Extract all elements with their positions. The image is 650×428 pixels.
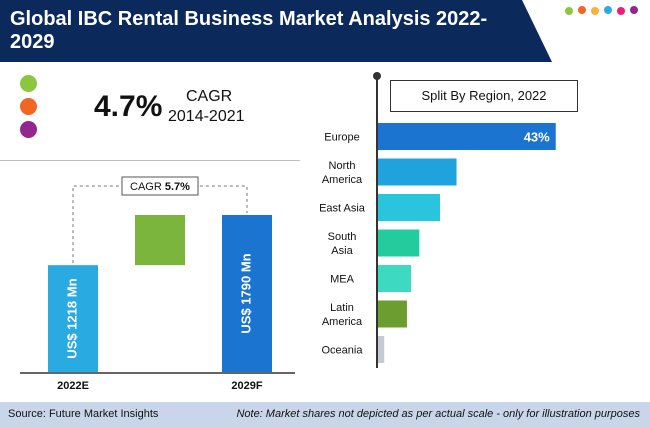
region-bar xyxy=(378,265,412,292)
increment-bar xyxy=(135,215,185,266)
header: Global IBC Rental Business Market Analys… xyxy=(0,0,650,62)
footer-source: Source: Future Market Insights xyxy=(8,408,159,420)
region-label: Latin America xyxy=(322,302,363,328)
fmi-logo: fmi xyxy=(565,6,638,51)
legend-dot-orange xyxy=(20,98,37,115)
region-bar xyxy=(378,158,457,186)
region-bar xyxy=(378,123,556,150)
cagr-annotation: CAGR 5.7% xyxy=(130,181,190,193)
bar-value-label: US$ 1218 Mn xyxy=(64,278,79,358)
region-label: MEA xyxy=(330,274,355,286)
region-bar xyxy=(378,300,407,328)
divider xyxy=(0,160,300,161)
cagr-value: 4.7% xyxy=(94,90,163,123)
region-bar xyxy=(378,336,385,363)
footer-note: Note: Market shares not depicted as per … xyxy=(236,408,640,420)
page-title: Global IBC Rental Business Market Analys… xyxy=(10,8,488,53)
region-label: Oceania xyxy=(322,345,364,357)
cagr-label: CAGR xyxy=(186,88,233,105)
logo-text: fmi xyxy=(576,15,624,51)
region-label: East Asia xyxy=(319,203,366,215)
bar-value-label: US$ 1790 Mn xyxy=(238,253,253,333)
region-axis xyxy=(376,76,378,368)
region-chart-title: Split By Region, 2022 xyxy=(390,80,578,112)
bar-2022E xyxy=(48,265,98,372)
category-label: 2029F xyxy=(231,380,262,392)
cagr-annotation-box xyxy=(121,176,199,196)
region-label: Europe xyxy=(324,132,359,144)
header-band xyxy=(0,0,552,62)
logo-tagline: Future Market Insights xyxy=(565,46,635,53)
region-label: South Asia xyxy=(328,231,357,257)
legend-dot-purple xyxy=(20,121,37,138)
region-value-label: 43% xyxy=(524,130,550,145)
bar-2029F xyxy=(222,215,272,372)
region-axis-tip xyxy=(373,72,381,80)
footer: Source: Future Market Insights Note: Mar… xyxy=(0,402,650,428)
region-label: North America xyxy=(322,160,363,186)
market-growth-chart: US$ 1218 Mn 2022E US$ 1790 Mn 2029F CAGR 5.7… xyxy=(20,176,295,392)
cagr-period: 2014-2021 xyxy=(168,108,245,125)
region-bar xyxy=(378,194,440,221)
legend-dot-green xyxy=(20,75,37,92)
region-bar xyxy=(378,229,420,257)
region-split-chart: Europe 43% North America East Asia South Asia M… xyxy=(319,123,556,363)
category-label: 2022E xyxy=(57,380,89,392)
